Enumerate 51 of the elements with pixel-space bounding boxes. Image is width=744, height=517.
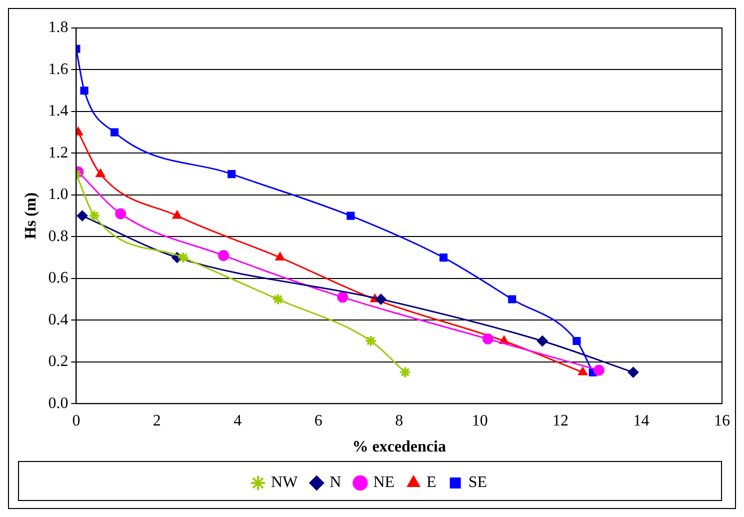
- point: [346, 212, 355, 220]
- legend-label: N: [330, 474, 342, 492]
- point: [364, 335, 377, 347]
- point: [628, 366, 639, 378]
- y-tick-label: 1.4: [48, 102, 68, 120]
- y-tick-label: 1.8: [48, 19, 68, 36]
- legend-label: NW: [271, 474, 299, 492]
- y-tick-label: 1.6: [48, 60, 68, 78]
- x-tick-label: 14: [633, 412, 650, 430]
- y-tick-label: 0.6: [48, 270, 68, 287]
- point: [337, 292, 348, 303]
- y-tick-label: 0.2: [48, 353, 68, 370]
- point: [482, 333, 494, 344]
- y-tick-label: 0.8: [48, 228, 68, 245]
- x-axis-title: % excedencia: [352, 438, 446, 456]
- point: [593, 364, 604, 376]
- point: [275, 252, 285, 261]
- point: [272, 293, 284, 306]
- x-tick-label: 0: [72, 412, 80, 430]
- point: [375, 294, 386, 305]
- x-tick-label: 8: [395, 412, 404, 430]
- point: [110, 128, 119, 136]
- x-tick-label: 10: [472, 412, 488, 430]
- legend-label: NE: [373, 474, 395, 492]
- point: [96, 168, 106, 178]
- point: [536, 336, 548, 346]
- point: [578, 366, 588, 376]
- x-tick-label: 12: [552, 412, 569, 430]
- y-tick-label: 1.2: [48, 144, 68, 162]
- point: [172, 210, 182, 219]
- point: [572, 336, 581, 346]
- point: [80, 86, 88, 95]
- y-tick-label: 0.4: [48, 311, 68, 328]
- point: [508, 295, 516, 304]
- point: [218, 250, 230, 261]
- x-tick-label: 2: [152, 412, 161, 430]
- x-tick-label: 4: [234, 412, 242, 430]
- point: [228, 170, 236, 178]
- point: [177, 252, 190, 264]
- point: [88, 210, 100, 222]
- point: [399, 366, 412, 378]
- legend-label: SE: [468, 474, 487, 492]
- point: [115, 208, 126, 220]
- y-tick-label: 1.0: [48, 186, 68, 204]
- x-tick-label: 16: [714, 412, 730, 430]
- x-tick-label: 6: [314, 412, 322, 430]
- y-axis-title: Hs (m): [22, 192, 40, 240]
- point: [76, 210, 88, 222]
- y-tick-label: 0.0: [48, 394, 68, 412]
- point: [439, 254, 448, 262]
- legend-label: E: [426, 474, 436, 492]
